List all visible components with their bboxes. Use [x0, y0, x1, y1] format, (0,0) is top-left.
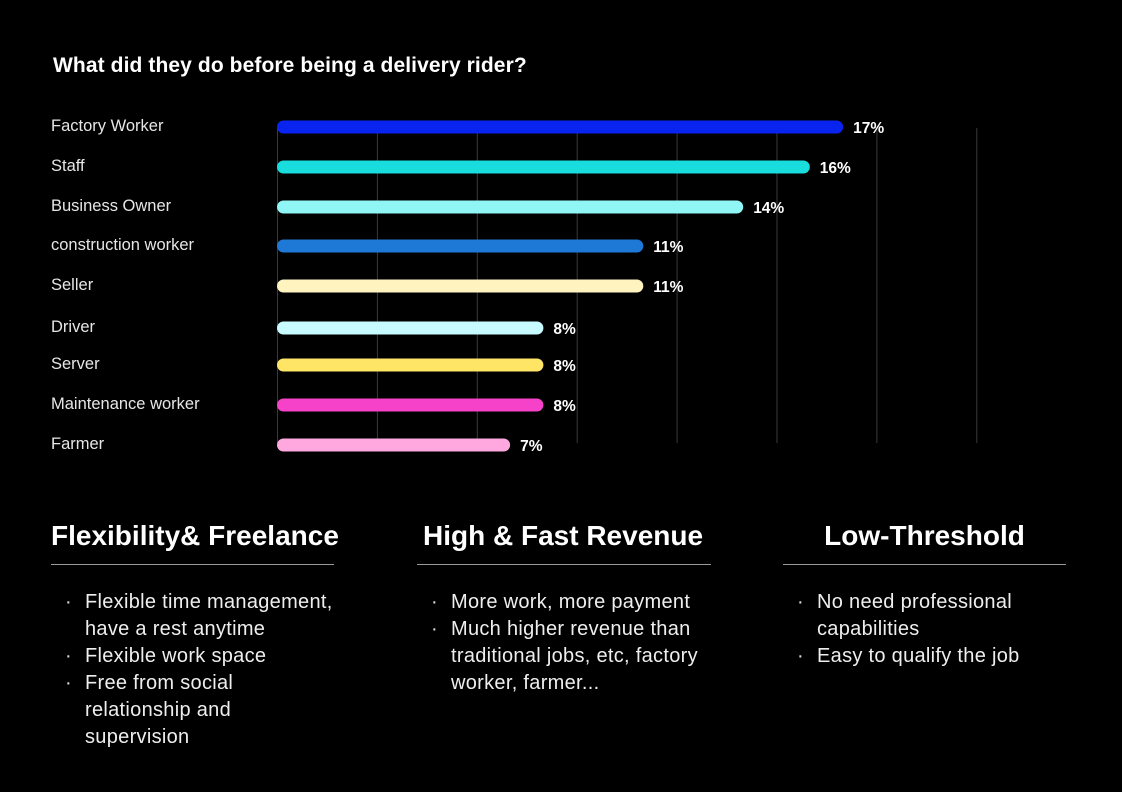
category-label: Seller — [51, 276, 94, 294]
section-revenue: High & Fast Revenue · More work, more pay… — [417, 520, 711, 697]
category-label: Staff — [51, 157, 85, 175]
category-label: Factory Worker — [51, 117, 164, 135]
bar — [277, 438, 511, 452]
bullet-dot-icon: · — [431, 591, 438, 613]
bar — [277, 358, 544, 372]
bullet-dot-icon: · — [65, 591, 72, 613]
section-divider — [51, 564, 334, 565]
data-label: 11% — [653, 279, 683, 296]
bar — [277, 279, 644, 293]
bullet-list: · No need professional capabilities · Easy… — [797, 589, 1066, 670]
bullet-dot-icon: · — [797, 645, 804, 667]
bullet-list: · Flexible time management, have a rest a… — [65, 589, 334, 751]
bar-chart: Factory Worker 17% Staff 16% Business Owner 1… — [51, 117, 978, 455]
bar — [277, 200, 744, 214]
data-label: 14% — [753, 200, 784, 217]
bullet-item: · Much higher revenue than traditional jo… — [431, 618, 698, 694]
data-label: 8% — [553, 398, 576, 415]
category-label: Maintenance worker — [51, 395, 200, 413]
data-label: 16% — [820, 160, 851, 177]
section-title: Flexibility& Freelance — [51, 520, 339, 551]
chart-title: What did they do before being a delivery… — [53, 54, 527, 77]
section-threshold: Low-Threshold · No need professional capa… — [783, 520, 1066, 670]
section-title: Low-Threshold — [824, 520, 1025, 551]
bullet-item: · Easy to qualify the job — [797, 643, 1066, 670]
bullet-dot-icon: · — [65, 645, 72, 667]
section-divider — [417, 564, 711, 565]
data-label: 8% — [553, 321, 576, 338]
section-flexibility: Flexibility& Freelance · Flexible time ma… — [51, 520, 339, 751]
bar — [277, 120, 844, 134]
bar — [277, 160, 810, 174]
bullet-item: · Flexible work space — [65, 643, 334, 670]
section-title: High & Fast Revenue — [423, 520, 704, 551]
data-label: 8% — [553, 358, 576, 375]
bullet-item: · More work, more payment — [431, 589, 711, 616]
category-label: Business Owner — [51, 197, 172, 215]
section-divider — [783, 564, 1066, 565]
data-label: 17% — [853, 120, 884, 137]
bullet-dot-icon: · — [797, 591, 804, 613]
bar — [277, 321, 544, 335]
bullet-item: · No need professional capabilities — [797, 591, 1013, 640]
bar — [277, 398, 544, 412]
data-label: 7% — [520, 438, 543, 455]
category-label: construction worker — [51, 236, 195, 254]
category-label: Driver — [51, 318, 96, 336]
data-label: 11% — [653, 239, 683, 256]
bullet-dot-icon: · — [431, 618, 438, 640]
category-label: Server — [51, 355, 100, 373]
bullet-item: · Flexible time management, have a rest a… — [65, 591, 333, 640]
bullet-dot-icon: · — [65, 672, 72, 694]
bullet-list: · More work, more payment · Much higher re… — [431, 589, 711, 697]
category-label: Farmer — [51, 435, 105, 453]
bar — [277, 239, 644, 253]
bullet-item: · Free from social relationship and super… — [65, 672, 234, 748]
